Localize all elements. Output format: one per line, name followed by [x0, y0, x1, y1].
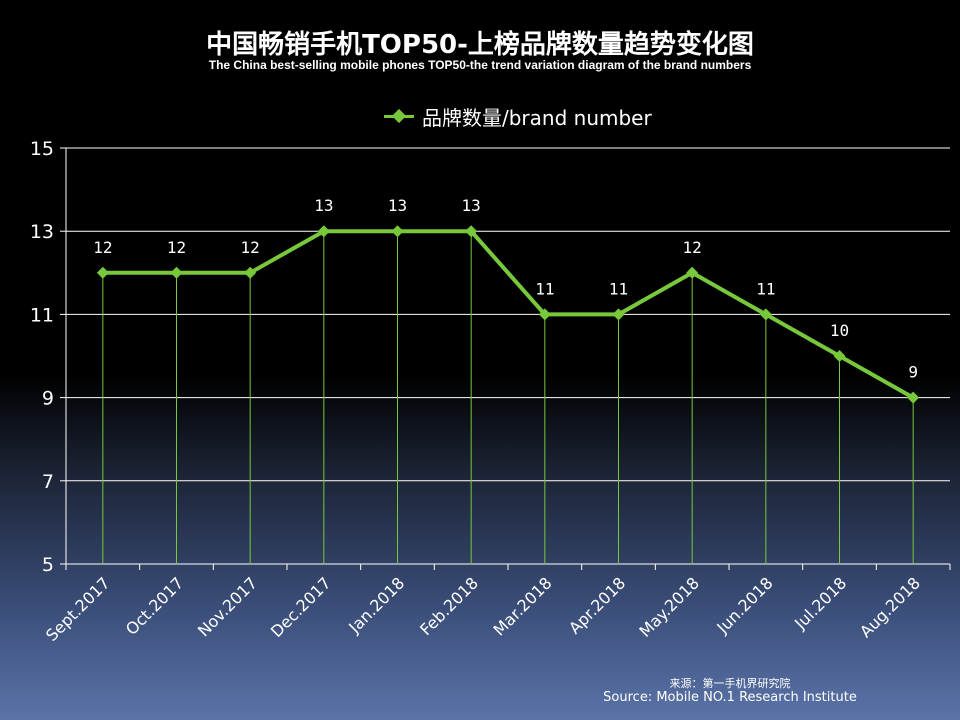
y-tick-label: 13 [30, 221, 54, 243]
series-line [102, 229, 915, 400]
legend-swatch [384, 104, 414, 128]
data-point [96, 266, 109, 279]
x-tick-label: Oct.2017 [122, 573, 187, 638]
data-point [244, 266, 257, 279]
data-point [759, 308, 772, 321]
x-tick-label: Dec.2017 [267, 573, 335, 641]
x-tick-label: Sept.2017 [42, 573, 114, 645]
x-tick-label: Mar.2018 [490, 573, 556, 639]
x-tick-label: Jun.2018 [712, 573, 776, 637]
x-tick-label: Nov.2017 [194, 573, 261, 640]
x-tick-label: Jan.2018 [344, 573, 408, 637]
x-tick-label: Feb.2018 [416, 573, 482, 639]
x-tick-label: Aug.2018 [856, 573, 924, 641]
data-label: 12 [683, 238, 702, 257]
y-tick-label: 15 [30, 138, 54, 160]
x-tick-label: Apr.2018 [565, 573, 629, 637]
chart-subtitle: The China best-selling mobile phones TOP… [208, 58, 752, 72]
source-en: Source: Mobile NO.1 Research Institute [603, 690, 857, 705]
data-point [686, 266, 699, 279]
y-tick-label: 7 [42, 471, 54, 493]
y-tick-label: 11 [30, 304, 54, 326]
data-label: 11 [756, 279, 775, 298]
data-point [391, 225, 404, 238]
data-point [170, 266, 183, 279]
y-tick-label: 9 [42, 388, 54, 410]
data-label: 13 [314, 196, 333, 215]
data-point [465, 225, 478, 238]
legend-label: 品牌数量/brand number [422, 105, 652, 130]
x-tick-label: May.2018 [635, 573, 703, 641]
data-point [538, 308, 551, 321]
data-label: 12 [167, 238, 186, 257]
source-cn: 来源：第一手机界研究院 [669, 677, 791, 690]
data-label: 12 [241, 238, 260, 257]
data-label: 13 [462, 196, 481, 215]
data-label: 11 [535, 279, 554, 298]
data-point [317, 225, 330, 238]
data-label: 11 [609, 279, 628, 298]
data-point [907, 391, 920, 404]
data-label: 10 [830, 321, 849, 340]
data-point [833, 350, 846, 362]
data-label: 9 [908, 363, 918, 382]
legend: 品牌数量/brand number [384, 104, 652, 130]
data-label: 12 [93, 238, 112, 257]
chart-title: 中国畅销手机TOP50-上榜品牌数量趋势变化图 [206, 30, 754, 60]
data-label: 13 [388, 196, 407, 215]
x-tick-label: Jul.2018 [790, 573, 850, 633]
data-point [612, 308, 625, 321]
y-tick-label: 5 [42, 554, 54, 576]
